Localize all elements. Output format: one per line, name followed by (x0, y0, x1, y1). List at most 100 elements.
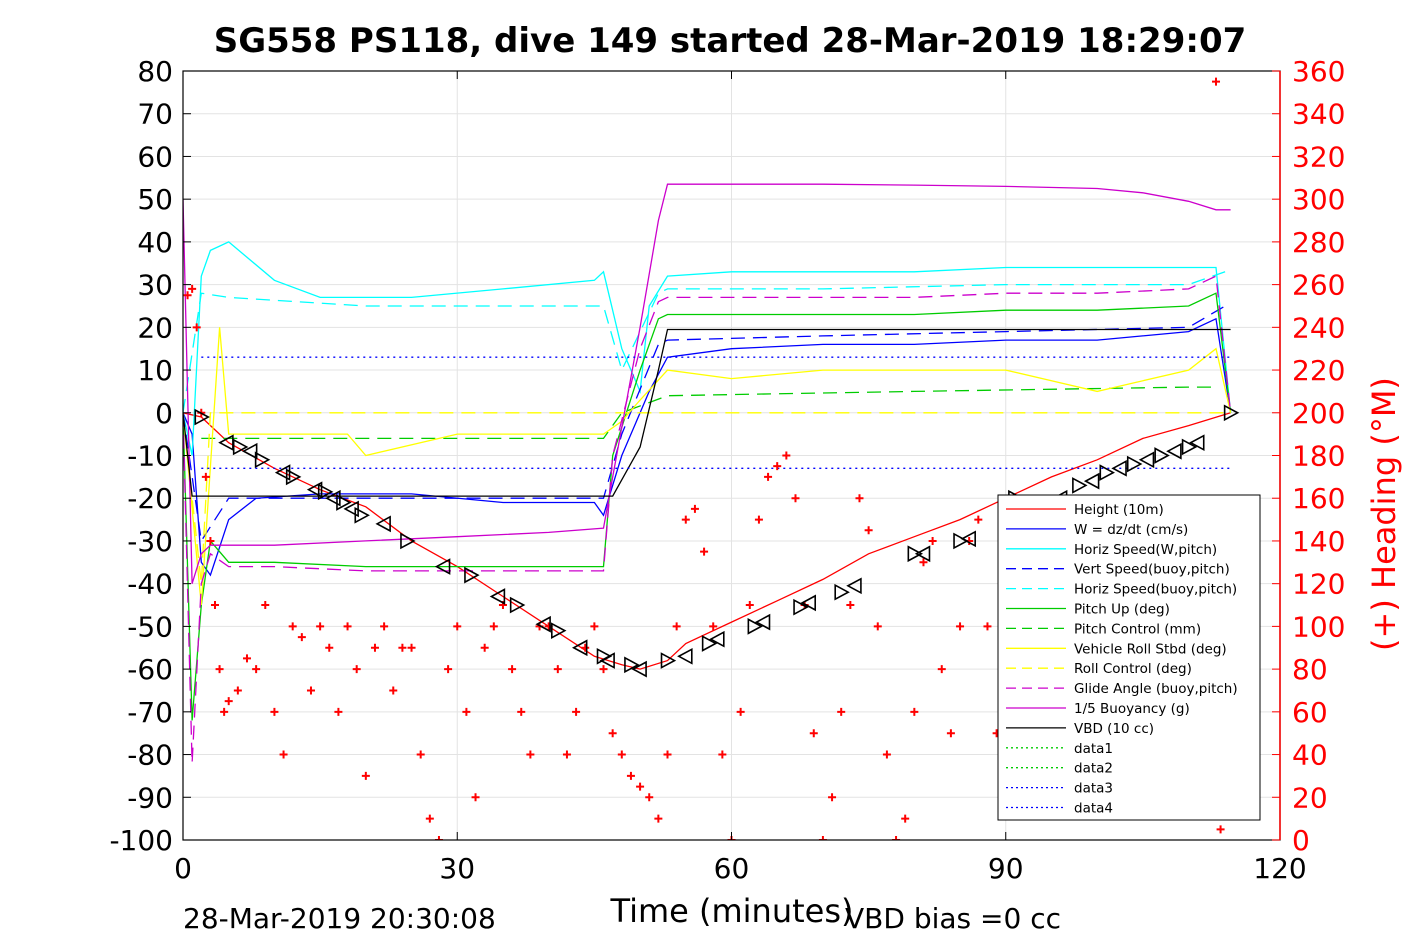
heading-point (279, 750, 288, 759)
heading-point (617, 750, 626, 759)
vbd-triangle-marker (660, 652, 677, 669)
right-y-tick-label: 280 (1292, 226, 1345, 259)
vbd-triangle-marker (489, 588, 506, 605)
x-tick-label: 0 (174, 852, 192, 885)
series-line (183, 328, 1231, 497)
vbd-triangle-marker (599, 652, 615, 669)
vbd-triangle-marker (907, 545, 924, 563)
heading-point (690, 504, 699, 513)
heading-point (444, 665, 453, 674)
y-tick-label: 20 (137, 311, 173, 344)
heading-point (471, 793, 480, 802)
y-tick-label: 30 (137, 269, 173, 302)
y-tick-label: -30 (127, 525, 173, 558)
right-y-tick-label: 320 (1292, 140, 1345, 173)
legend-label: Glide Angle (buoy,pitch) (1074, 681, 1238, 697)
vbd-triangle-marker (509, 596, 526, 614)
legend-label: Horiz Speed(buoy,pitch) (1074, 582, 1237, 598)
series-line (183, 271, 1226, 413)
right-y-tick-label: 20 (1292, 781, 1328, 814)
series-layer (183, 183, 1232, 764)
y-tick-label: -60 (127, 653, 173, 686)
vbd-triangle-marker (1154, 447, 1170, 464)
heading-point (736, 707, 745, 716)
legend-label: VBD (10 cc) (1074, 721, 1154, 737)
x-tick-label: 120 (1253, 852, 1306, 885)
heading-point (462, 707, 471, 716)
heading-point (956, 622, 965, 631)
heading-point (882, 750, 891, 759)
vbd-triangle-marker (274, 464, 291, 481)
vbd-triangle-marker (754, 613, 771, 631)
heading-point (334, 707, 343, 716)
vbd-triangle-marker (400, 532, 416, 550)
heading-point (718, 750, 727, 759)
heading-point (188, 284, 197, 293)
y-tick-label: -80 (127, 739, 173, 772)
heading-point (700, 547, 709, 556)
right-y-axis-label: (+) Heading (°M) (1365, 377, 1403, 651)
heading-point (288, 622, 297, 631)
series-line (183, 183, 1231, 584)
heading-point (892, 836, 901, 840)
heading-point (233, 686, 242, 695)
vbd-triangle-marker (1099, 464, 1115, 481)
right-y-tick-label: 200 (1292, 397, 1345, 430)
x-axis-label: Time (minutes) (610, 892, 854, 930)
heading-point (681, 515, 690, 524)
vbd-triangle-marker (624, 656, 640, 674)
right-y-tick-label: 160 (1292, 482, 1345, 515)
vbd-triangle-marker (354, 506, 370, 524)
legend-label: Horiz Speed(W,pitch) (1074, 542, 1217, 558)
x-tick-label: 90 (988, 852, 1024, 885)
right-y-tick-label: 60 (1292, 696, 1328, 729)
heading-point (1216, 825, 1225, 834)
footer-vbd-bias: VBD bias =0 cc (845, 902, 1061, 935)
vbd-triangle-marker (1223, 404, 1240, 422)
heading-point (306, 686, 315, 695)
right-y-tick-label: 340 (1292, 98, 1345, 131)
y-tick-label: -100 (109, 824, 173, 857)
vbd-triangle-marker (834, 583, 850, 601)
heading-point (517, 707, 526, 716)
legend-label: data4 (1074, 801, 1113, 817)
heading-point (937, 665, 946, 674)
vbd-triangle-marker (953, 532, 969, 550)
heading-point (480, 643, 489, 652)
heading-point (210, 601, 219, 610)
heading-point (192, 323, 201, 332)
legend-label: 1/5 Buoyancy (g) (1074, 701, 1190, 717)
heading-point (946, 729, 955, 738)
heading-point (407, 643, 416, 652)
heading-point (553, 665, 562, 674)
heading-point (183, 291, 192, 300)
heading-point (389, 686, 398, 695)
vbd-triangle-marker (793, 598, 809, 616)
legend-label: Height (10m) (1074, 502, 1164, 518)
heading-point (809, 729, 818, 738)
legend-label: Vert Speed(buoy,pitch) (1074, 562, 1230, 578)
heading-point (1212, 77, 1221, 86)
heading-point (252, 665, 261, 674)
series-line (183, 241, 1232, 456)
heading-point (508, 665, 517, 674)
right-y-tick-label: 100 (1292, 610, 1345, 643)
x-tick-label: 60 (714, 852, 750, 885)
heading-point (919, 558, 928, 567)
series-line (183, 412, 1231, 670)
footer-timestamp: 28-Mar-2019 20:30:08 (183, 902, 496, 935)
heading-point (398, 643, 407, 652)
heading-point (855, 494, 864, 503)
y-tick-label: -50 (127, 610, 173, 643)
vbd-triangle-marker (1083, 472, 1100, 490)
chart-title: SG558 PS118, dive 149 started 28-Mar-201… (214, 21, 1247, 61)
vbd-triangle-marker (336, 494, 352, 511)
right-y-tick-label: 260 (1292, 269, 1345, 302)
heading-point (220, 707, 229, 716)
y-tick-label: 60 (137, 140, 173, 173)
heading-point (453, 622, 462, 631)
legend-label: W = dz/dt (cm/s) (1074, 522, 1188, 538)
right-y-tick-label: 180 (1292, 440, 1345, 473)
y-tick-label: 70 (137, 98, 173, 131)
right-y-tick-label: 40 (1292, 739, 1328, 772)
